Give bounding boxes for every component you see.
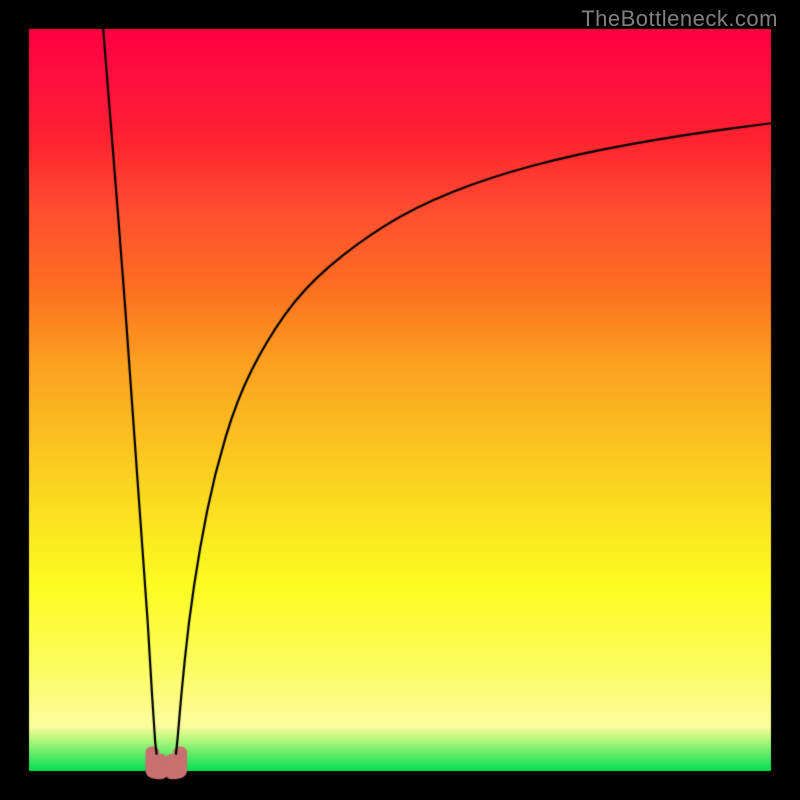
chart-container: TheBottleneck.com [0,0,800,800]
bottleneck-chart-canvas [0,0,800,800]
attribution-text: TheBottleneck.com [581,6,778,32]
